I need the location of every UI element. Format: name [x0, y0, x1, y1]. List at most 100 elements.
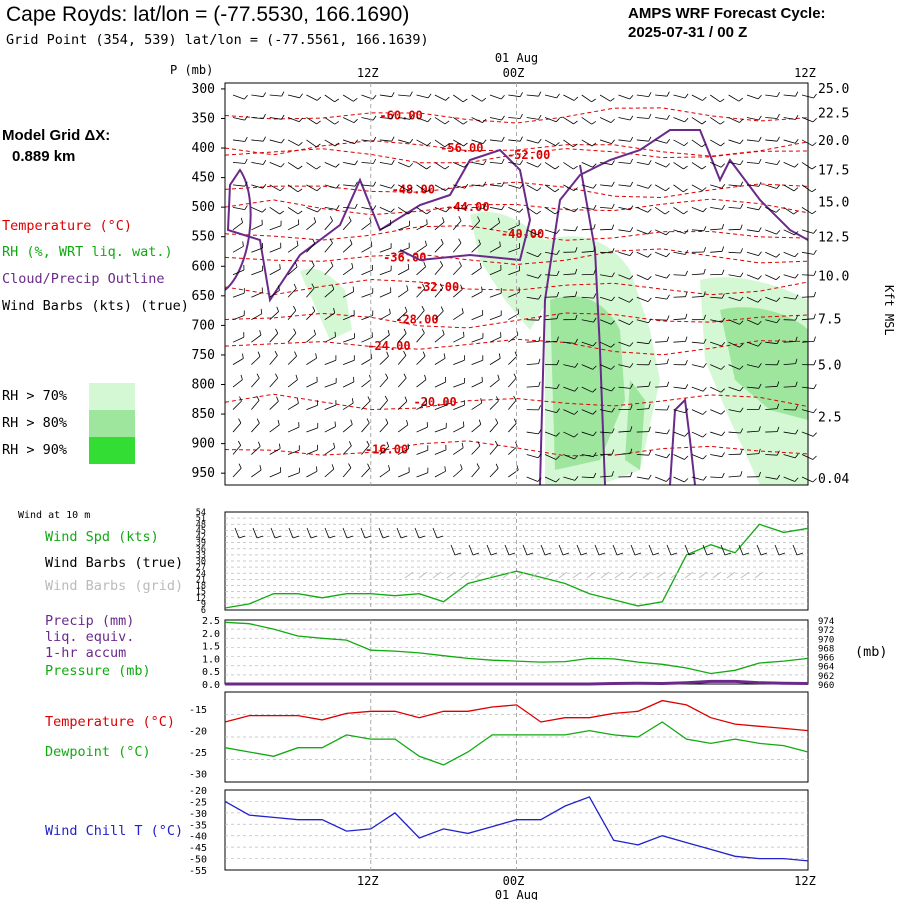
- wind-barb-feather: [517, 308, 520, 314]
- wind-barb-feather: [497, 374, 500, 380]
- wind-barb-feather: [629, 205, 634, 211]
- wind-barb: [746, 341, 759, 347]
- wind-barb-feather: [685, 359, 688, 365]
- wind-barb: [324, 447, 335, 455]
- wind-barb: [251, 162, 264, 165]
- wind-barb-feather: [591, 142, 597, 147]
- wind-barb-feather: [793, 210, 798, 215]
- wind-barb-feather: [556, 336, 559, 342]
- wind-barb: [416, 472, 428, 478]
- height-tick-label: 17.5: [818, 163, 849, 178]
- wind-barb-feather: [739, 296, 744, 302]
- time-label-bottom: 00Z: [503, 874, 525, 888]
- surface-wind-barb-grid: [684, 571, 694, 579]
- wind-barb-feather: [813, 313, 816, 319]
- wind-barb: [710, 454, 723, 458]
- wind-barb-feather: [316, 165, 321, 170]
- wind-barb-feather: [665, 163, 670, 168]
- wind-barb: [618, 162, 631, 164]
- wind-barb: [691, 184, 703, 192]
- wind-barb: [655, 94, 668, 97]
- wind-barb: [618, 206, 631, 211]
- surface-wind-barb-grid: [628, 571, 638, 579]
- wind-barb: [655, 274, 667, 279]
- wind-barb: [379, 356, 389, 365]
- wind-barb-feather: [299, 117, 303, 122]
- wind-barb-feather: [408, 187, 413, 192]
- wind-barb: [783, 341, 796, 343]
- wind-barb: [526, 363, 539, 366]
- wind-barb-feather: [556, 93, 560, 99]
- rh-70-label: RH > 70%: [2, 388, 68, 404]
- wind-barb-feather: [794, 231, 799, 236]
- wind-barb-feather: [440, 306, 444, 312]
- wind-barb-feather: [794, 453, 799, 459]
- wind-barb: [287, 184, 299, 193]
- rh-80-swatch: [89, 410, 135, 437]
- wind-barb: [342, 220, 352, 231]
- wind-barb: [783, 94, 796, 97]
- surface-wind-barb-feather: [454, 552, 462, 556]
- wind-barb: [324, 382, 337, 388]
- wind-barb: [489, 162, 502, 164]
- wind-barb-feather: [812, 478, 817, 483]
- wind-barb: [397, 355, 407, 365]
- wind-barb: [306, 449, 318, 455]
- wind-barb-feather: [458, 216, 462, 221]
- wind-barb: [710, 409, 722, 415]
- wind-barb-feather: [610, 320, 615, 325]
- wind-barb-feather: [351, 262, 354, 268]
- temperature-contour-label: -48.00: [392, 182, 435, 196]
- wind-barb-feather: [442, 217, 445, 223]
- wind-barb-feather: [702, 410, 707, 415]
- wind-barb-feather: [683, 188, 688, 193]
- wind-barb-feather: [422, 283, 426, 289]
- wind-barb-feather: [513, 395, 517, 401]
- wind-barb: [636, 117, 649, 119]
- wind-barb-feather: [458, 261, 462, 267]
- wind-speed-tick-label: 39: [196, 539, 206, 549]
- wind-barb-feather: [315, 353, 317, 359]
- wind-barb: [434, 221, 445, 231]
- wind-barb-feather: [721, 246, 724, 252]
- wind-barb: [508, 377, 517, 388]
- wind-barb-feather: [554, 210, 560, 215]
- wind-barb: [599, 386, 612, 392]
- wind-barb-feather: [390, 208, 395, 213]
- wind-barb: [269, 139, 282, 144]
- wind-barb: [342, 94, 354, 102]
- wind-barb-feather: [424, 374, 427, 380]
- surface-wind-barb-grid: [614, 571, 624, 579]
- wind-barb: [636, 274, 648, 281]
- rh-70-swatch: [89, 383, 135, 410]
- wind-barb: [251, 94, 264, 98]
- wind-barb-feather: [479, 262, 482, 268]
- surface-wind-barb: [720, 544, 726, 556]
- wind-barb-feather: [630, 158, 633, 164]
- wind-barb: [269, 247, 281, 253]
- wind-barb: [232, 117, 245, 121]
- wind-barb-feather: [297, 165, 303, 170]
- surface-wind-barb-feather: [346, 535, 354, 539]
- wind-barb: [452, 220, 462, 231]
- wind-barb-feather: [648, 339, 652, 344]
- wind-barb: [232, 269, 245, 276]
- wind-barb: [618, 319, 630, 325]
- wind-barb: [636, 229, 649, 235]
- wind-barb: [728, 431, 741, 434]
- wind-barb: [306, 310, 316, 320]
- wind-barb-feather: [555, 455, 560, 460]
- wind-barb: [508, 400, 517, 410]
- wind-barb-feather: [813, 229, 817, 234]
- wind-barb: [379, 422, 389, 433]
- wind-barb-feather: [795, 358, 798, 364]
- wind-barb: [324, 312, 335, 321]
- temperature-tick-label: -25: [189, 748, 207, 759]
- wind-barb: [618, 430, 631, 433]
- temperature-contour-label: -56.00: [440, 141, 483, 155]
- wind-barb-feather: [409, 114, 413, 120]
- wind-barb: [416, 379, 427, 388]
- wind-barb-feather: [463, 142, 468, 147]
- wind-barb: [251, 422, 260, 433]
- wind-barb-feather: [439, 283, 444, 289]
